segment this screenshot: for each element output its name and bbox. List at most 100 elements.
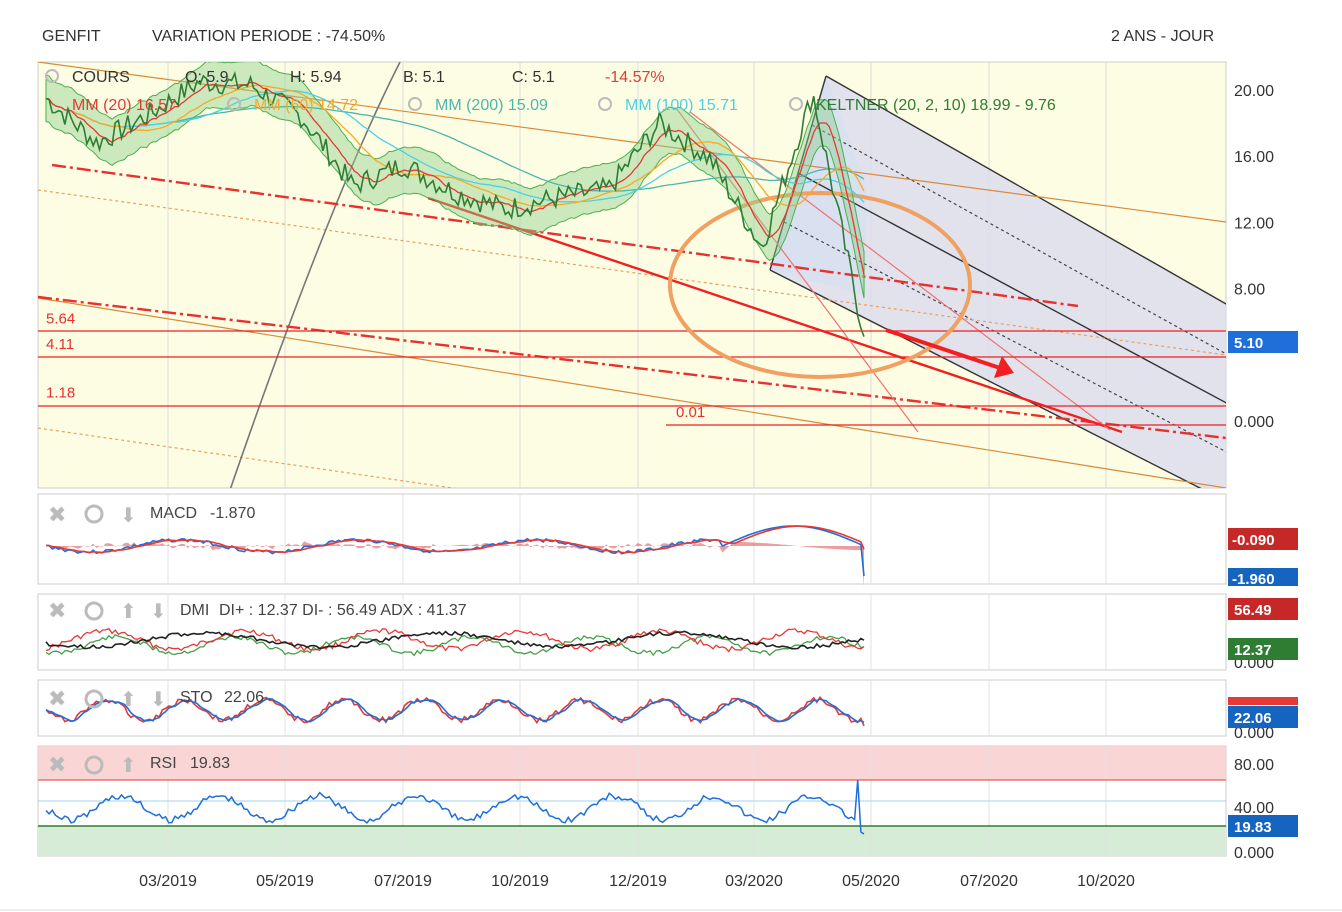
arrow-up-icon[interactable]: ⬆ <box>120 689 137 711</box>
sto-value: 22.06 <box>224 689 264 706</box>
x-tick-label: 03/2019 <box>139 873 197 890</box>
legend-open: O: 5.9 <box>185 69 229 86</box>
x-tick-label: 07/2020 <box>960 873 1018 890</box>
arrow-down-icon[interactable]: ⬇ <box>150 689 167 711</box>
x-tick-label: 05/2020 <box>842 873 900 890</box>
dmi-name: DMI <box>180 602 209 619</box>
gear-icon[interactable] <box>84 755 104 775</box>
y-tick-label: 16.00 <box>1234 149 1274 166</box>
legend-mm100: MM (100) 15.71 <box>625 97 738 114</box>
last-price-badge <box>1228 331 1298 353</box>
highlight-ellipse <box>668 191 972 379</box>
x-tick-label: 10/2019 <box>491 873 549 890</box>
svg-text:80.00: 80.00 <box>1234 757 1274 774</box>
rsi-line <box>45 779 865 835</box>
arrow-up-icon[interactable]: ⬆ <box>120 601 137 623</box>
close-icon[interactable]: ✖ <box>48 686 66 711</box>
dmi-value: DI+ : 12.37 DI- : 56.49 ADX : 41.37 <box>219 602 467 619</box>
gear-icon[interactable] <box>598 97 612 111</box>
legend-keltner: KELTNER (20, 2, 10) 18.99 - 9.76 <box>816 97 1056 114</box>
sto-d-line <box>45 697 865 724</box>
gear-icon[interactable] <box>45 69 59 83</box>
mm60-line <box>45 84 865 207</box>
legend-mm200: MM (200) 15.09 <box>435 97 548 114</box>
dmi-badge-green <box>1228 638 1298 660</box>
dmi-panel <box>37 593 1227 671</box>
sto-panel <box>37 679 1227 737</box>
arrow-down-icon[interactable]: ⬇ <box>120 505 137 527</box>
gear-icon[interactable] <box>789 97 803 111</box>
y-tick-label: 0.000 <box>1234 414 1274 431</box>
macd-badge-red <box>1228 528 1298 550</box>
arrow-down-icon[interactable]: ⬇ <box>150 601 167 623</box>
legend-mm20: MM (20) 16.57 <box>72 97 176 114</box>
svg-text:40.00: 40.00 <box>1234 800 1274 817</box>
macd-signal-line <box>45 525 865 554</box>
svg-text:0.000: 0.000 <box>1234 845 1274 862</box>
price-line <box>45 70 865 337</box>
rsi-oversold-zone <box>38 826 1226 856</box>
gear-icon[interactable] <box>84 689 104 709</box>
y-tick-label: 8.00 <box>1234 282 1265 299</box>
legend-low: B: 5.1 <box>403 69 445 86</box>
close-icon[interactable]: ✖ <box>48 598 66 623</box>
close-icon[interactable]: ✖ <box>48 752 66 777</box>
grey-arc <box>229 62 401 488</box>
mm200-line <box>45 97 865 192</box>
pitchfork-area <box>770 76 1226 488</box>
y-tick-label: 12.00 <box>1234 215 1274 232</box>
svg-text:22.06: 22.06 <box>1234 710 1272 727</box>
svg-text:56.49: 56.49 <box>1234 602 1272 619</box>
y-tick-label: 20.00 <box>1234 83 1274 100</box>
x-tick-label: 05/2019 <box>256 873 314 890</box>
red-arrow <box>885 328 1001 370</box>
legend-close: C: 5.1 <box>512 69 555 86</box>
keltner-band <box>45 62 865 299</box>
gear-icon[interactable] <box>408 97 422 111</box>
macd-name: MACD <box>150 505 197 522</box>
mm20-line <box>45 81 865 276</box>
pitchfork-upper <box>825 75 1226 305</box>
orange-channel-bottom <box>38 297 1226 488</box>
gear-icon[interactable] <box>84 601 104 621</box>
legend-cours: COURS <box>72 69 130 86</box>
trend-solid <box>427 196 1123 434</box>
rsi-badge-blue <box>1228 815 1298 837</box>
pitchfork-lower <box>769 269 1202 488</box>
rsi-name: RSI <box>150 755 177 772</box>
legend-high: H: 5.94 <box>290 69 342 86</box>
dmi-badge-red <box>1228 598 1298 620</box>
legend-change: -14.57% <box>605 69 665 86</box>
rsi-overbought-zone <box>38 746 1226 780</box>
level-label: 0.01 <box>676 404 705 421</box>
macd-badge-blue <box>1228 568 1298 586</box>
arrow-up-icon[interactable]: ⬆ <box>120 755 137 777</box>
level-label: 4.11 <box>46 336 74 353</box>
last-price-label: 5.10 <box>1234 335 1263 352</box>
macd-histogram <box>46 541 864 587</box>
legend-mm60: MM (60) 14.72 <box>254 97 358 114</box>
pitchfork-median <box>797 172 1226 404</box>
sto-name: STO <box>180 689 213 706</box>
period-label: 2 ANS - JOUR <box>1111 28 1215 45</box>
svg-text:-1.960: -1.960 <box>1232 571 1275 588</box>
symbol-label: GENFIT <box>42 28 101 45</box>
variation-label: VARIATION PERIODE : -74.50% <box>152 28 386 45</box>
svg-text:0.000: 0.000 <box>1234 725 1274 742</box>
macd-panel <box>37 493 1227 585</box>
level-label: 5.64 <box>46 311 75 328</box>
dmi-plus-line <box>45 634 865 657</box>
level-label: 1.18 <box>46 384 75 401</box>
x-tick-label: 12/2019 <box>609 873 667 890</box>
close-icon[interactable]: ✖ <box>48 502 66 527</box>
x-tick-label: 03/2020 <box>725 873 783 890</box>
gear-icon[interactable] <box>84 504 104 524</box>
dmi-minus-line <box>45 627 865 653</box>
orange-channel-top <box>38 62 1226 223</box>
macd-value: -1.870 <box>210 505 255 522</box>
sto-badge-blue <box>1228 706 1298 728</box>
svg-text:12.37: 12.37 <box>1234 642 1272 659</box>
gear-icon[interactable] <box>227 97 241 111</box>
trend-dashdot-1 <box>51 163 1079 308</box>
